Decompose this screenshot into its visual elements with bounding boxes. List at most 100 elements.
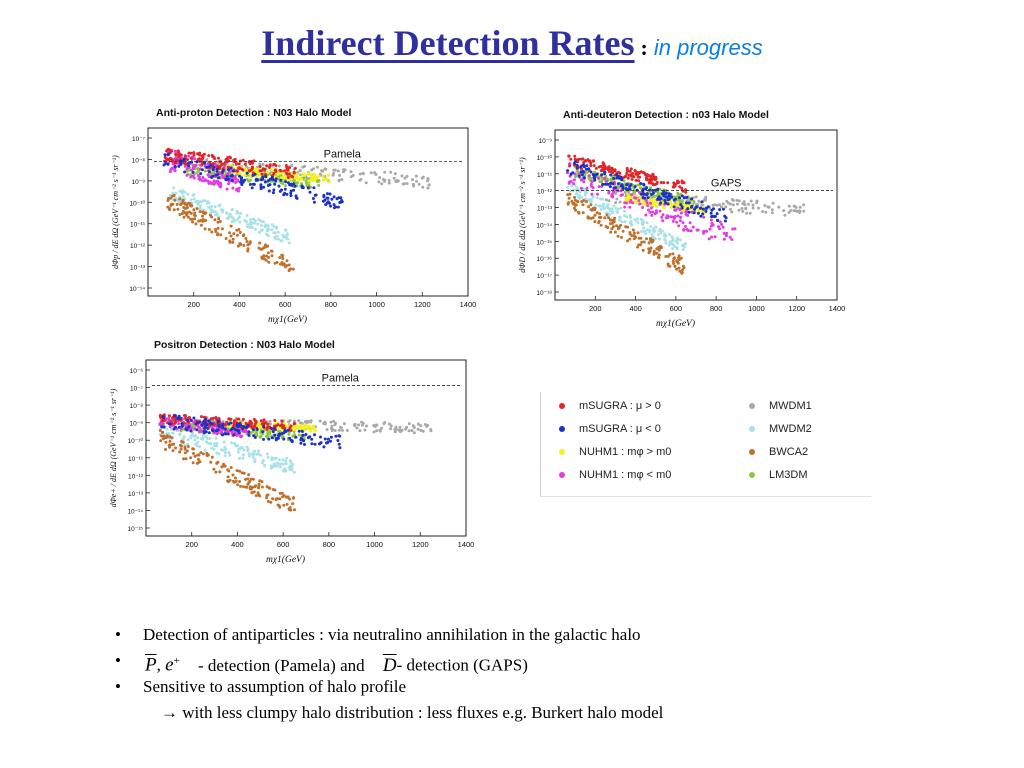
data-point bbox=[668, 233, 672, 236]
data-point bbox=[322, 445, 326, 449]
data-point bbox=[711, 203, 715, 207]
data-point bbox=[621, 229, 625, 233]
data-point bbox=[628, 205, 632, 209]
data-point bbox=[215, 432, 219, 436]
data-point bbox=[250, 422, 254, 425]
data-point bbox=[407, 422, 411, 426]
y-tick-label: 10⁻⁷ bbox=[132, 136, 146, 143]
data-point bbox=[389, 170, 393, 174]
data-point bbox=[181, 440, 185, 444]
data-point bbox=[751, 206, 755, 210]
data-point bbox=[681, 268, 684, 272]
data-point bbox=[298, 169, 302, 172]
data-point bbox=[329, 204, 332, 208]
data-point bbox=[241, 168, 245, 172]
data-point bbox=[671, 219, 675, 223]
data-point bbox=[671, 243, 675, 247]
data-point bbox=[233, 175, 237, 179]
data-point bbox=[284, 430, 288, 433]
data-point bbox=[278, 491, 282, 495]
data-point bbox=[224, 237, 228, 240]
data-point bbox=[679, 203, 683, 207]
comma: , bbox=[156, 655, 161, 675]
data-point bbox=[685, 196, 689, 199]
data-point bbox=[708, 227, 712, 231]
data-point bbox=[686, 207, 690, 211]
data-point bbox=[248, 454, 251, 458]
data-point bbox=[596, 192, 599, 196]
data-point bbox=[284, 180, 288, 184]
data-point bbox=[671, 239, 675, 243]
data-point bbox=[206, 173, 210, 177]
data-point bbox=[213, 218, 217, 222]
data-point bbox=[235, 433, 239, 437]
data-point bbox=[644, 176, 648, 180]
data-point bbox=[263, 180, 267, 184]
data-point bbox=[295, 172, 299, 176]
data-point bbox=[580, 195, 584, 199]
data-point bbox=[167, 416, 171, 420]
data-point bbox=[223, 423, 227, 427]
y-tick-label: 10⁻⁷ bbox=[130, 386, 144, 393]
data-point bbox=[268, 419, 272, 423]
data-point bbox=[310, 442, 314, 446]
data-point bbox=[273, 182, 277, 186]
data-point bbox=[277, 237, 280, 241]
data-point bbox=[230, 208, 234, 212]
data-point bbox=[748, 211, 752, 215]
data-point bbox=[258, 435, 262, 439]
data-point bbox=[306, 436, 310, 440]
data-point bbox=[284, 469, 288, 473]
data-point bbox=[226, 475, 230, 479]
data-point bbox=[656, 233, 660, 237]
data-point bbox=[262, 459, 265, 462]
data-point bbox=[267, 255, 270, 259]
bullet-dot: • bbox=[115, 625, 121, 644]
data-point bbox=[202, 211, 206, 215]
data-point bbox=[203, 152, 206, 156]
data-point bbox=[575, 166, 579, 170]
data-point bbox=[245, 214, 249, 217]
data-point bbox=[642, 226, 646, 230]
data-point bbox=[220, 170, 224, 174]
data-point bbox=[412, 184, 416, 188]
data-point bbox=[229, 234, 233, 238]
x-tick-label: 400 bbox=[629, 304, 642, 313]
data-point bbox=[657, 248, 661, 252]
data-point bbox=[321, 174, 325, 178]
data-point bbox=[630, 234, 634, 238]
data-point bbox=[265, 452, 269, 456]
data-point bbox=[210, 182, 214, 186]
data-point bbox=[221, 433, 224, 437]
legend-label: NUHM1 : mφ < m0 bbox=[579, 469, 672, 481]
data-point bbox=[590, 180, 594, 184]
data-point bbox=[579, 186, 583, 190]
data-point bbox=[226, 165, 230, 169]
data-point bbox=[653, 183, 657, 187]
data-point bbox=[235, 188, 238, 192]
data-point bbox=[262, 418, 266, 422]
data-point bbox=[172, 442, 176, 446]
data-point bbox=[198, 445, 201, 449]
data-point bbox=[337, 428, 341, 432]
data-point bbox=[673, 256, 677, 260]
data-point bbox=[673, 265, 677, 268]
data-point bbox=[751, 203, 755, 207]
data-point bbox=[324, 167, 328, 171]
antiproton-chart: Anti-proton Detection : N03 Halo Model 20… bbox=[111, 107, 476, 325]
data-point bbox=[260, 219, 264, 223]
data-point bbox=[210, 446, 214, 450]
data-point bbox=[421, 175, 425, 179]
data-point bbox=[172, 194, 176, 197]
data-point bbox=[607, 191, 611, 195]
data-point bbox=[296, 426, 300, 430]
data-point bbox=[262, 421, 266, 425]
data-point bbox=[670, 247, 674, 250]
data-point bbox=[634, 196, 638, 200]
data-point bbox=[308, 429, 312, 433]
data-point bbox=[207, 205, 211, 209]
data-point bbox=[589, 164, 593, 168]
data-point bbox=[631, 172, 635, 175]
data-point bbox=[228, 478, 232, 482]
data-point bbox=[262, 257, 266, 261]
